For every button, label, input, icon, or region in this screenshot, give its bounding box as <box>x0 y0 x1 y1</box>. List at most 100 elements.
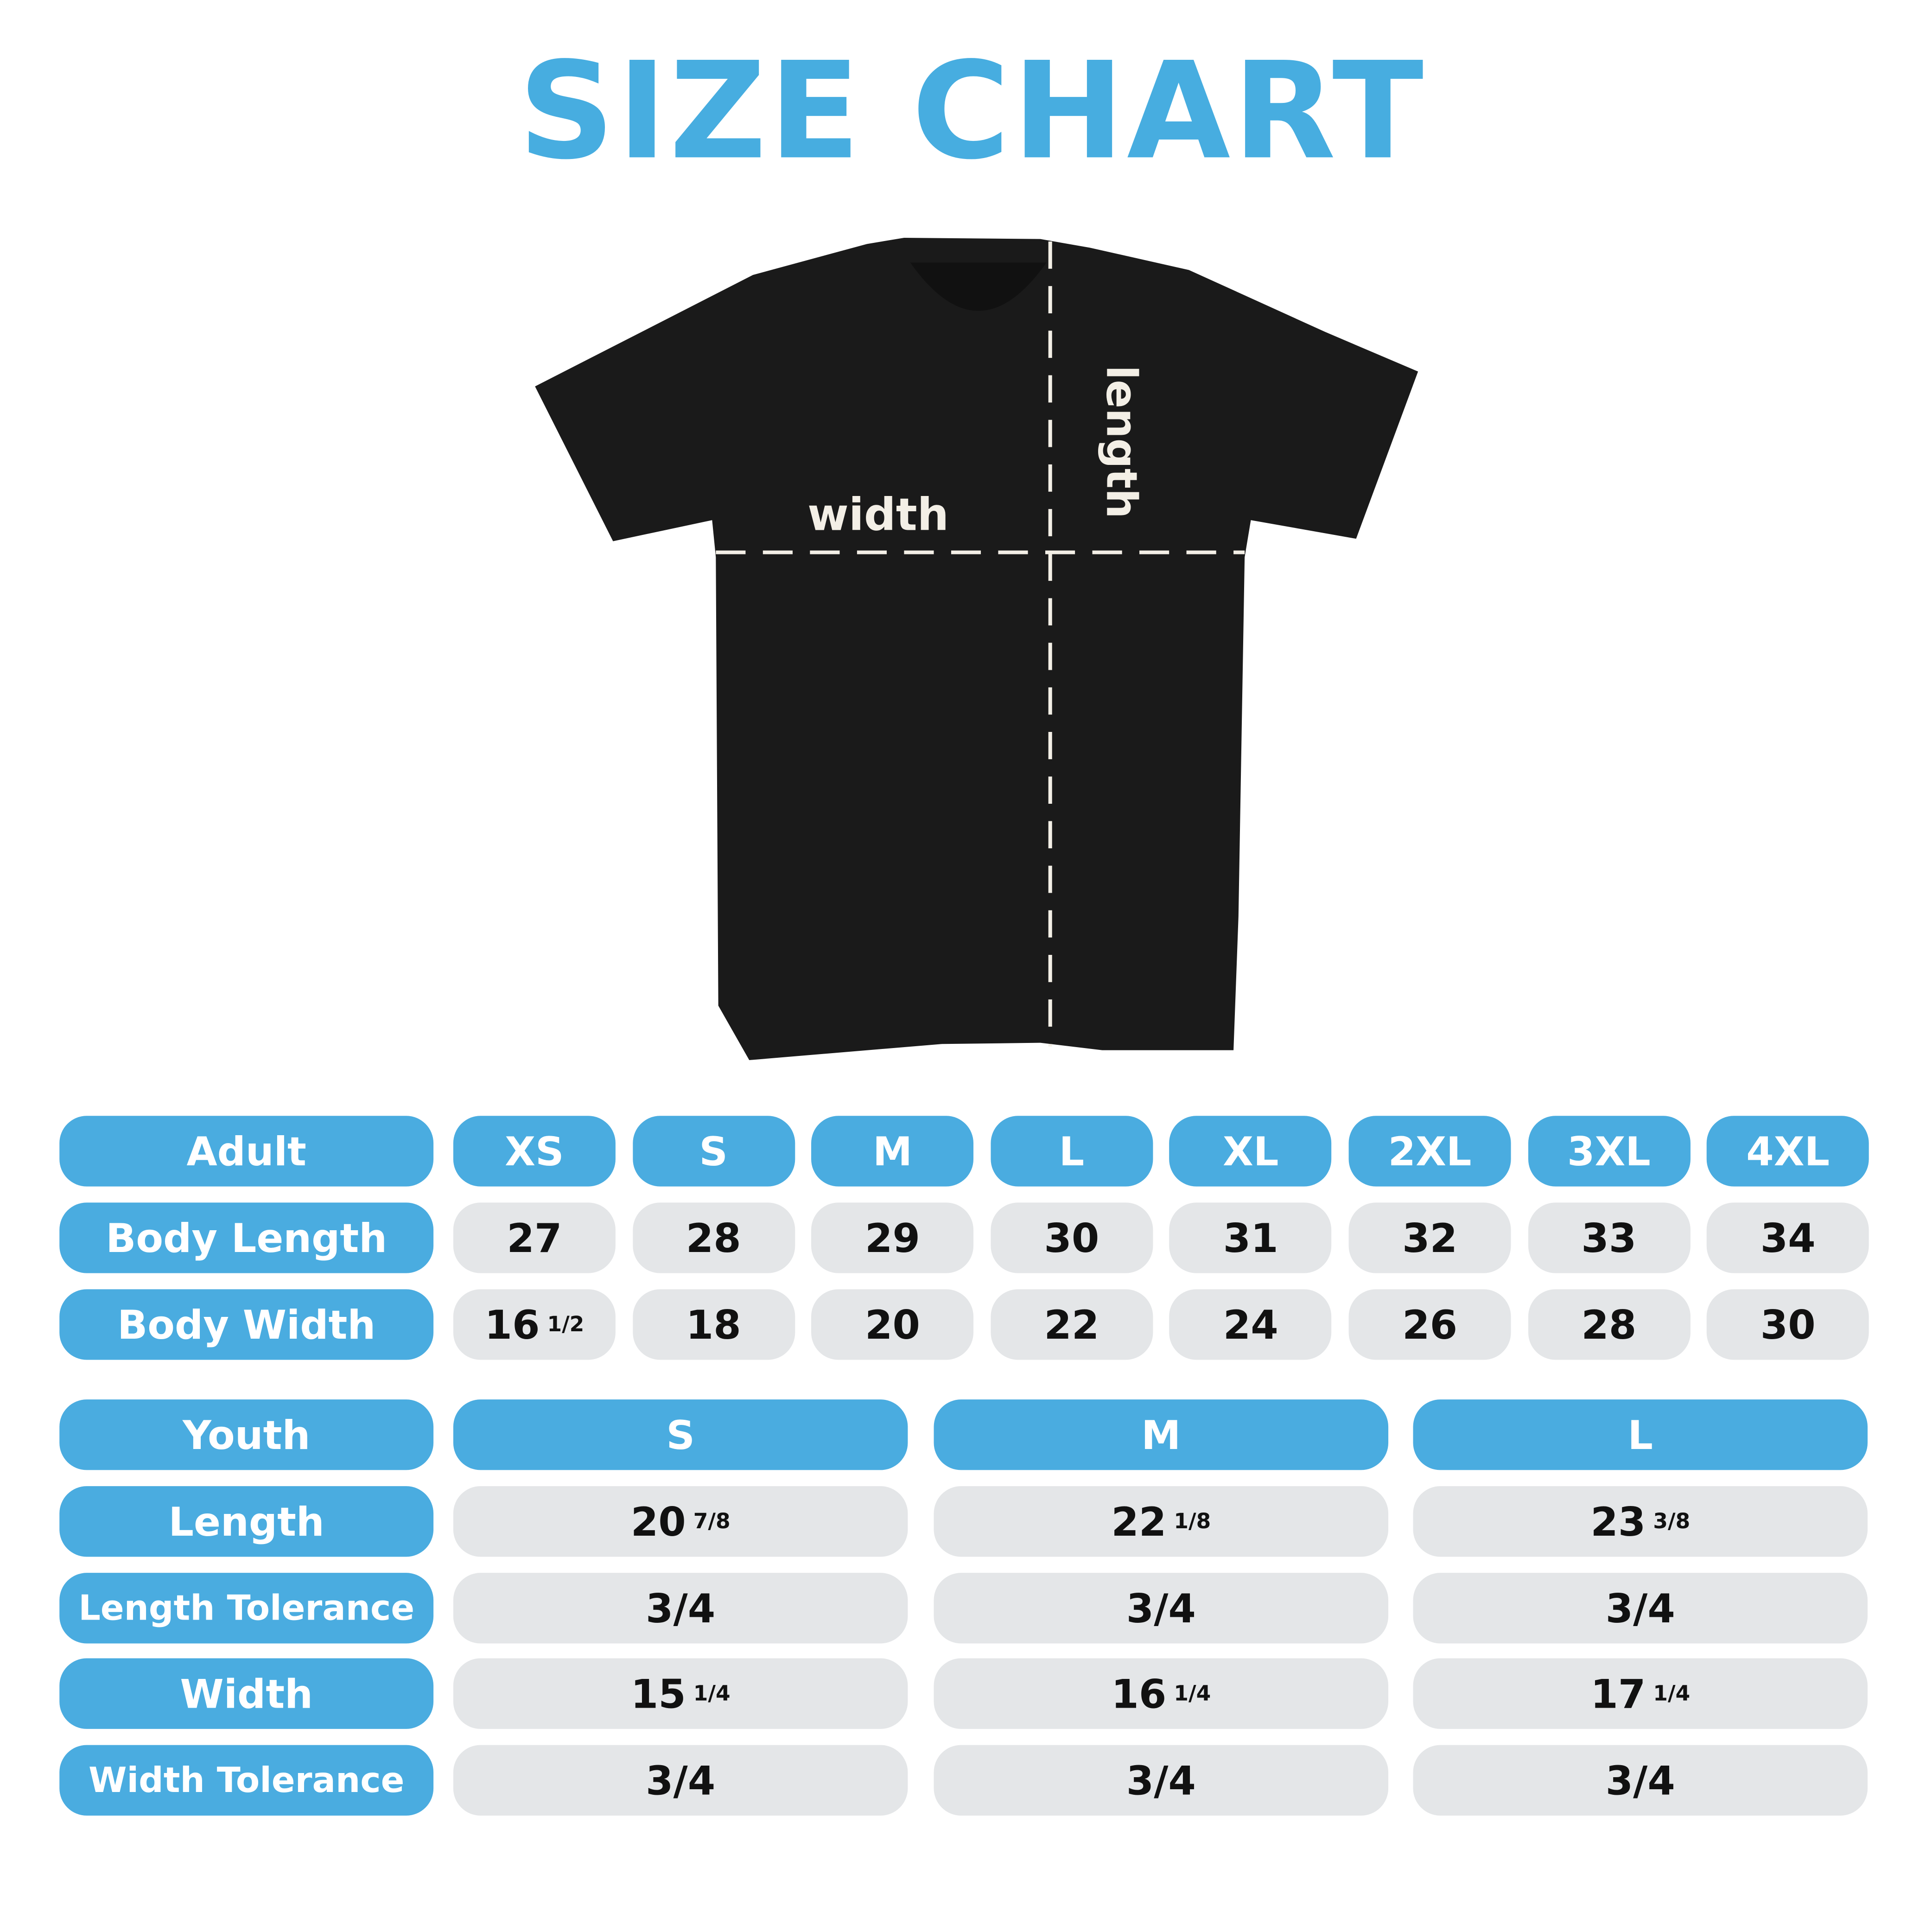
youth-size-header: S <box>453 1399 908 1470</box>
adult-value-cell: 20 <box>811 1289 974 1360</box>
size-label: 3XL <box>1567 1127 1651 1175</box>
youth-header-label: Youth <box>182 1411 311 1459</box>
value-whole: 16 <box>1111 1670 1167 1717</box>
adult-value-cell: 28 <box>1527 1289 1690 1360</box>
value-fraction: 7/8 <box>693 1509 731 1534</box>
adult-value-cell: 32 <box>1348 1202 1511 1273</box>
value-whole: 29 <box>865 1214 921 1262</box>
value-whole: 31 <box>1223 1214 1278 1262</box>
row-label: Body Length <box>106 1214 388 1262</box>
tshirt-shape <box>535 237 1418 1061</box>
value-whole: 22 <box>1044 1301 1099 1348</box>
adult-size-header: XS <box>453 1116 616 1187</box>
adult-value-cell: 24 <box>1169 1289 1332 1360</box>
youth-value-cell: 15 1/4 <box>453 1658 908 1729</box>
value-fraction: 3/8 <box>1653 1509 1690 1534</box>
adult-row-label: Body Length <box>59 1202 434 1273</box>
value-whole: 23 <box>1590 1498 1646 1545</box>
value-whole: 16 <box>484 1301 540 1348</box>
youth-value-cell: 3/4 <box>1413 1573 1868 1644</box>
size-label: 4XL <box>1746 1127 1830 1175</box>
adult-value-cell: 30 <box>990 1202 1153 1273</box>
adult-value-cell: 29 <box>811 1202 974 1273</box>
size-label: S <box>699 1127 728 1175</box>
value-whole: 26 <box>1402 1301 1458 1348</box>
value-whole: 3/4 <box>1605 1584 1675 1632</box>
adult-size-header: 3XL <box>1527 1116 1690 1187</box>
row-label: Body Width <box>117 1301 376 1348</box>
value-whole: 33 <box>1581 1214 1637 1262</box>
value-whole: 17 <box>1590 1670 1646 1717</box>
page-title: SIZE CHART <box>518 34 1426 190</box>
youth-size-header: L <box>1413 1399 1868 1470</box>
value-whole: 3/4 <box>646 1756 716 1804</box>
value-whole: 28 <box>1581 1301 1637 1348</box>
youth-header: Youth <box>59 1399 434 1470</box>
value-fraction: 1/4 <box>693 1681 731 1706</box>
adult-value-cell: 28 <box>632 1202 795 1273</box>
youth-row-label: Length Tolerance <box>59 1573 434 1644</box>
value-whole: 32 <box>1402 1214 1458 1262</box>
value-whole: 22 <box>1111 1498 1167 1545</box>
adult-size-header: XL <box>1169 1116 1332 1187</box>
adult-size-header: L <box>990 1116 1153 1187</box>
value-whole: 20 <box>630 1498 686 1545</box>
adult-value-cell: 22 <box>990 1289 1153 1360</box>
size-label: S <box>666 1411 695 1459</box>
adult-value-cell: 34 <box>1707 1202 1869 1273</box>
value-whole: 15 <box>630 1670 686 1717</box>
adult-header-label: Adult <box>186 1127 306 1175</box>
youth-value-cell: 3/4 <box>934 1745 1389 1816</box>
youth-value-cell: 3/4 <box>453 1573 908 1644</box>
youth-value-cell: 20 7/8 <box>453 1486 908 1557</box>
value-fraction: 1/2 <box>547 1312 585 1337</box>
size-label: XL <box>1223 1127 1279 1175</box>
value-whole: 24 <box>1223 1301 1278 1348</box>
youth-value-cell: 17 1/4 <box>1413 1658 1868 1729</box>
youth-value-cell: 22 1/8 <box>934 1486 1389 1557</box>
value-whole: 20 <box>865 1301 921 1348</box>
row-label: Width Tolerance <box>88 1760 405 1801</box>
adult-value-cell: 31 <box>1169 1202 1332 1273</box>
adult-size-header: M <box>811 1116 974 1187</box>
size-label: M <box>872 1127 913 1175</box>
value-whole: 18 <box>686 1301 741 1348</box>
youth-value-cell: 3/4 <box>934 1573 1389 1644</box>
value-whole: 3/4 <box>646 1584 716 1632</box>
size-label: XS <box>505 1127 564 1175</box>
adult-row-label: Body Width <box>59 1289 434 1360</box>
value-fraction: 1/4 <box>1174 1681 1211 1706</box>
value-whole: 3/4 <box>1126 1584 1196 1632</box>
size-label: L <box>1059 1127 1085 1175</box>
adult-value-cell: 16 1/2 <box>453 1289 616 1360</box>
youth-value-cell: 3/4 <box>453 1745 908 1816</box>
youth-row-label: Width Tolerance <box>59 1745 434 1816</box>
width-label: width <box>807 490 949 541</box>
value-whole: 30 <box>1760 1301 1816 1348</box>
youth-value-cell: 3/4 <box>1413 1745 1868 1816</box>
adult-value-cell: 27 <box>453 1202 616 1273</box>
adult-value-cell: 33 <box>1527 1202 1690 1273</box>
size-label: M <box>1141 1411 1181 1459</box>
adult-value-cell: 26 <box>1348 1289 1511 1360</box>
value-fraction: 1/4 <box>1653 1681 1690 1706</box>
size-label: 2XL <box>1388 1127 1472 1175</box>
adult-header: Adult <box>59 1116 434 1187</box>
tshirt-diagram <box>535 237 1418 1061</box>
value-whole: 27 <box>507 1214 562 1262</box>
youth-value-cell: 23 3/8 <box>1413 1486 1868 1557</box>
row-label: Width <box>180 1670 313 1717</box>
length-label: length <box>1096 365 1146 519</box>
value-whole: 34 <box>1760 1214 1816 1262</box>
row-label: Length <box>168 1498 324 1545</box>
adult-size-header: S <box>632 1116 795 1187</box>
value-whole: 3/4 <box>1126 1756 1196 1804</box>
size-label: L <box>1627 1411 1653 1459</box>
youth-value-cell: 16 1/4 <box>934 1658 1389 1729</box>
adult-value-cell: 18 <box>632 1289 795 1360</box>
adult-value-cell: 30 <box>1707 1289 1869 1360</box>
row-label: Length Tolerance <box>78 1588 415 1629</box>
value-whole: 28 <box>686 1214 741 1262</box>
adult-size-header: 4XL <box>1707 1116 1869 1187</box>
